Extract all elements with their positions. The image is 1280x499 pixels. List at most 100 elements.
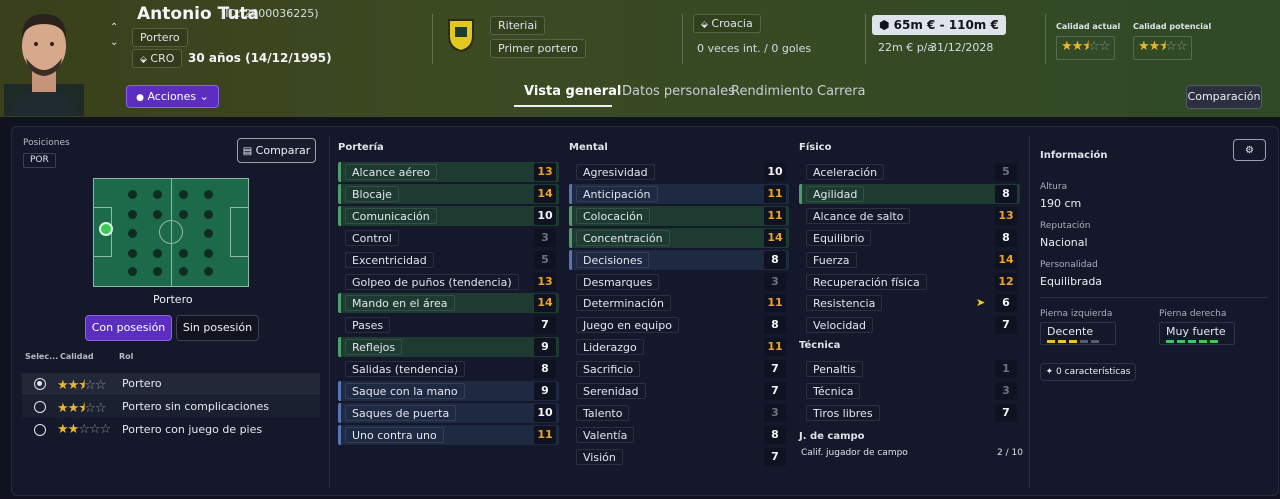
attribute-row[interactable]: Fuerza 14 xyxy=(799,250,1020,270)
attribute-row[interactable]: Agresividad 10 xyxy=(569,162,789,182)
tab-personal-data[interactable]: Datos personales xyxy=(622,84,735,99)
comparison-button[interactable]: Comparación xyxy=(1186,85,1262,109)
attribute-row[interactable]: Saque con la mano 9 xyxy=(338,381,559,401)
attribute-row[interactable]: Talento 3 xyxy=(569,403,789,423)
person-icon: ● xyxy=(136,93,144,103)
attribute-value: 11 xyxy=(534,425,556,444)
attribute-row[interactable]: Decisiones 8 xyxy=(569,249,789,270)
attribute-row[interactable]: Sacrificio 7 xyxy=(569,359,789,379)
attribute-value: 10 xyxy=(764,163,786,181)
attribute-value: 11 xyxy=(764,294,786,313)
attribute-row[interactable]: Recuperación física 12 xyxy=(799,272,1020,292)
attribute-name: Reflejos xyxy=(345,339,403,356)
attribute-row[interactable]: Pases 7 xyxy=(338,315,559,335)
attribute-row[interactable]: Concentración 14 xyxy=(569,227,789,248)
attribute-row[interactable]: Excentricidad 5 xyxy=(338,250,559,270)
attribute-row[interactable]: Tiros libres 7 xyxy=(799,403,1020,423)
attribute-value: 11 xyxy=(764,184,786,203)
role-radio[interactable] xyxy=(34,424,46,436)
attribute-name: Fuerza xyxy=(806,251,857,268)
right-foot-label: Pierna derecha xyxy=(1159,309,1227,319)
without-possession-toggle[interactable]: Sin posesión xyxy=(176,315,259,341)
attribute-row[interactable]: Agilidad 8 xyxy=(799,183,1020,204)
role-radio[interactable] xyxy=(34,378,46,390)
club-name[interactable]: Riteriai xyxy=(490,16,546,35)
attribute-value: 8 xyxy=(764,425,786,444)
attribute-value: 7 xyxy=(534,316,556,335)
role-name: Portero con juego de pies xyxy=(122,423,263,436)
tab-overview[interactable]: Vista general xyxy=(524,84,622,99)
outfield-title: J. de campo xyxy=(799,431,865,442)
traits-count: 0 características xyxy=(1056,367,1131,377)
attribute-row[interactable]: Alcance aéreo 13 xyxy=(338,162,559,182)
tab-career[interactable]: Carrera xyxy=(817,84,866,99)
actions-label: Acciones xyxy=(147,90,197,103)
tab-performance[interactable]: Rendimiento xyxy=(731,84,814,99)
role-row[interactable]: ★★⯨☆☆ Portero sin complicaciones xyxy=(22,396,320,418)
attribute-row[interactable]: Reflejos 9 xyxy=(338,337,559,358)
attribute-row[interactable]: Resistencia 6 xyxy=(799,293,1020,313)
international-caps: 0 veces int. / 0 goles xyxy=(697,42,812,55)
next-player-icon[interactable]: ⌄ xyxy=(110,37,119,48)
goalkeeping-title: Portería xyxy=(338,142,384,153)
attribute-row[interactable]: Liderazgo 11 xyxy=(569,337,789,357)
attribute-row[interactable]: Visión 7 xyxy=(569,447,789,467)
attribute-row[interactable]: Juego en equipo 8 xyxy=(569,315,789,335)
role-row[interactable]: ★★⯨☆☆ Portero xyxy=(22,373,320,395)
nation-chip[interactable]: ⬙ CRO xyxy=(132,49,183,68)
info-settings-button[interactable]: ⚙ xyxy=(1233,139,1266,161)
attribute-value: 11 xyxy=(764,338,786,357)
attribute-row[interactable]: Alcance de salto 13 xyxy=(799,206,1020,226)
attribute-row[interactable]: Blocaje 14 xyxy=(338,183,559,204)
attribute-row[interactable]: Velocidad 7 xyxy=(799,315,1020,335)
attribute-row[interactable]: Aceleración 5 xyxy=(799,162,1020,182)
person-settings-icon: ⚙ xyxy=(1245,145,1254,156)
role-radio[interactable] xyxy=(34,401,46,413)
traits-button[interactable]: ✦ 0 características xyxy=(1040,363,1136,381)
attribute-name: Control xyxy=(345,229,399,246)
personality-value: Equilibrada xyxy=(1040,275,1103,288)
attribute-row[interactable]: Determinación 11 xyxy=(569,293,789,313)
attribute-name: Concentración xyxy=(576,229,670,246)
left-foot-box: Decente xyxy=(1040,322,1116,345)
attribute-row[interactable]: Comunicación 10 xyxy=(338,205,559,226)
attribute-row[interactable]: Serenidad 7 xyxy=(569,381,789,401)
tag-icon: ⬢ xyxy=(879,18,890,32)
role-stars: ★★☆☆☆ xyxy=(57,422,111,437)
actions-button[interactable]: ● Acciones ⌄ xyxy=(126,85,219,108)
attribute-row[interactable]: Control 3 xyxy=(338,228,559,248)
attribute-name: Tiros libres xyxy=(806,404,880,421)
prev-player-icon[interactable]: ⌃ xyxy=(110,22,119,33)
attribute-row[interactable]: Golpeo de puños (tendencia) 13 xyxy=(338,272,559,292)
attribute-name: Mando en el área xyxy=(345,295,455,312)
player-id: (ID: 2000036225) xyxy=(221,7,319,20)
potential-quality-stars: ★★⯨☆☆ xyxy=(1133,36,1192,60)
attribute-row[interactable]: Saques de puerta 10 xyxy=(338,402,559,423)
attribute-value: 3 xyxy=(764,403,786,422)
with-possession-toggle[interactable]: Con posesión xyxy=(85,315,172,341)
attribute-name: Penaltis xyxy=(806,361,863,377)
attribute-name: Agresividad xyxy=(576,164,655,180)
attribute-row[interactable]: Anticipación 11 xyxy=(569,183,789,204)
divider xyxy=(1029,136,1030,488)
role-row[interactable]: ★★☆☆☆ Portero con juego de pies xyxy=(22,419,320,441)
attribute-row[interactable]: Colocación 11 xyxy=(569,205,789,226)
attribute-row[interactable]: Penaltis 1 xyxy=(799,359,1020,379)
compare-button[interactable]: ▤ Comparar xyxy=(237,138,316,163)
info-title: Información xyxy=(1040,150,1108,161)
attribute-row[interactable]: Técnica 3 xyxy=(799,381,1020,401)
attribute-name: Técnica xyxy=(806,382,861,399)
attribute-value: 5 xyxy=(995,163,1017,181)
attribute-value: 7 xyxy=(764,382,786,400)
attribute-row[interactable]: Salidas (tendencia) 8 xyxy=(338,359,559,379)
attribute-row[interactable]: Desmarques 3 xyxy=(569,272,789,292)
attribute-row[interactable]: Uno contra uno 11 xyxy=(338,424,559,445)
position-code-chip: POR xyxy=(23,153,56,168)
nation-name-chip[interactable]: ⬙ Croacia xyxy=(693,14,761,33)
attribute-row[interactable]: Valentía 8 xyxy=(569,425,789,445)
attribute-row[interactable]: Equilibrio 8 xyxy=(799,228,1020,248)
club-crest-icon[interactable] xyxy=(447,18,475,53)
attribute-row[interactable]: Mando en el área 14 xyxy=(338,293,559,314)
attribute-name: Valentía xyxy=(576,426,635,443)
positions-label: Posiciones xyxy=(23,138,70,148)
